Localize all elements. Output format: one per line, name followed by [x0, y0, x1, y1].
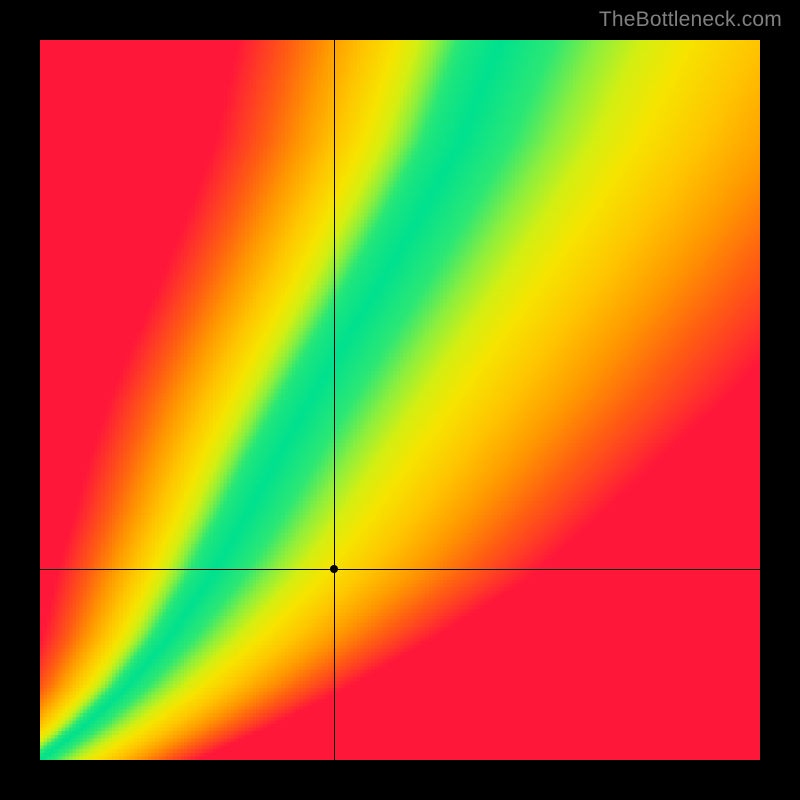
bottleneck-heatmap: [40, 40, 760, 760]
crosshair-vertical: [334, 40, 335, 760]
crosshair-marker: [330, 565, 338, 573]
chart-container: TheBottleneck.com: [0, 0, 800, 800]
plot-area: [40, 40, 760, 760]
watermark-text: TheBottleneck.com: [599, 8, 782, 32]
crosshair-horizontal: [40, 569, 760, 570]
